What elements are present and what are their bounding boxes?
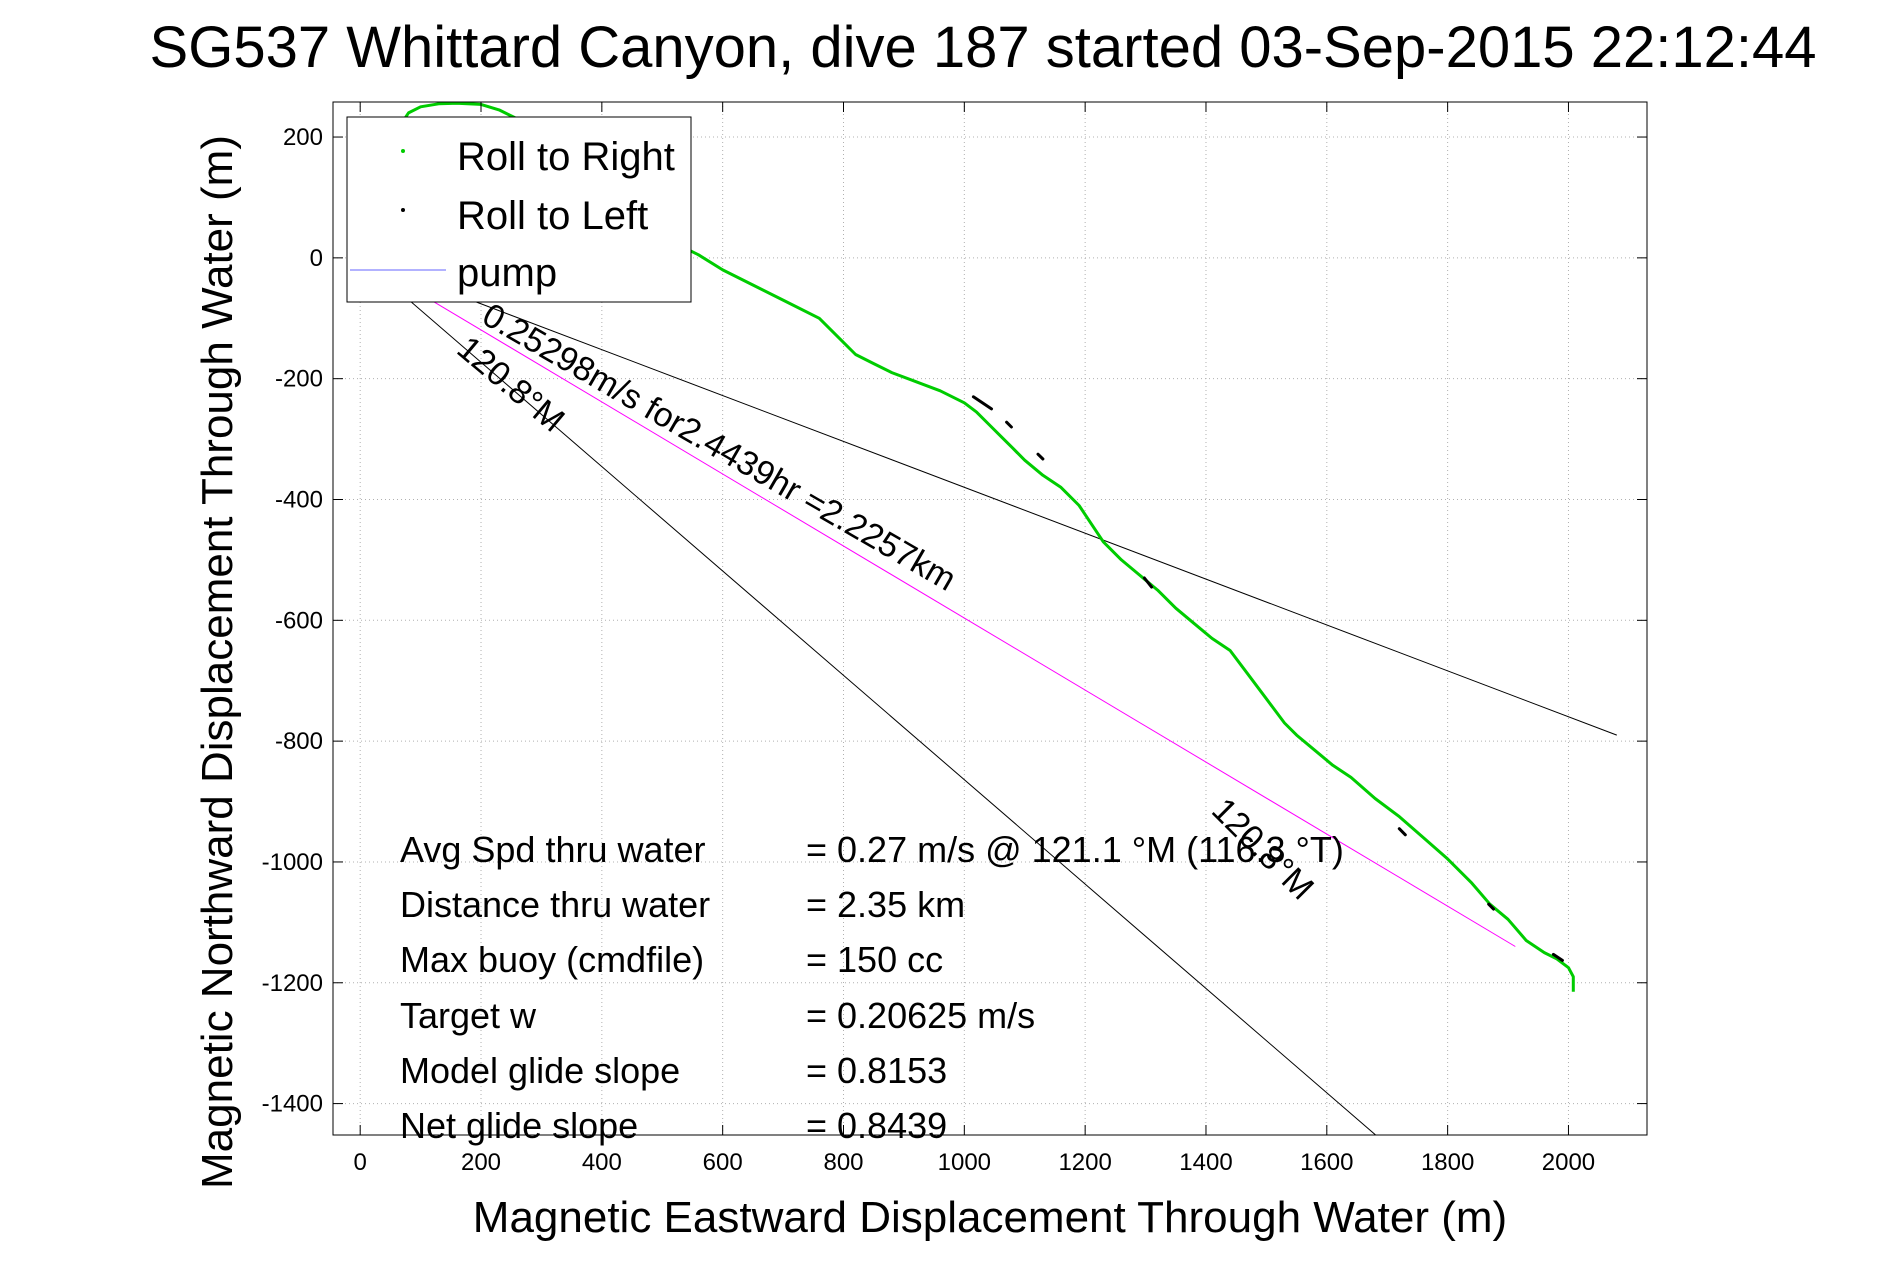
x-tick-label: 0 (354, 1149, 367, 1176)
stat-value-net-glide: = 0.8439 (806, 1105, 947, 1146)
plot-lines (359, 102, 1617, 1135)
y-tick-label: -800 (275, 728, 323, 755)
stat-value-model-glide: = 0.8153 (806, 1050, 947, 1091)
series-average-course (359, 257, 1516, 947)
series-roll-to-left (1487, 902, 1495, 911)
x-tick-label: 600 (703, 1149, 743, 1176)
stat-value-avg-speed: = 0.27 m/s @ 121.1 °M (116.3 °T) (806, 829, 1344, 870)
stats-block: Avg Spd thru water = 0.27 m/s @ 121.1 °M… (400, 829, 1344, 1146)
y-tick-label: -200 (275, 366, 323, 393)
stat-label-avg-speed: Avg Spd thru water (400, 829, 706, 870)
x-tick-label: 400 (582, 1149, 622, 1176)
x-tick-label: 1800 (1421, 1149, 1474, 1176)
series-roll-to-left (1005, 420, 1013, 429)
y-tick-label: -1000 (262, 849, 323, 876)
y-axis-label: Magnetic Northward Displacement Through … (193, 135, 242, 1189)
stat-value-target-w: = 0.20625 m/s (806, 995, 1035, 1036)
y-tick-label: -600 (275, 607, 323, 634)
plot-frame (332, 101, 1648, 1136)
series-heading-bound-2 (359, 257, 1377, 1135)
x-tick-label: 1000 (938, 1149, 991, 1176)
stat-label-max-buoy: Max buoy (cmdfile) (400, 939, 704, 980)
y-tick-label: -400 (275, 486, 323, 513)
x-tick-label: 1600 (1300, 1149, 1353, 1176)
legend-marker-roll-left (401, 208, 405, 212)
stat-label-target-w: Target w (400, 995, 537, 1036)
series-roll-to-left (1142, 576, 1154, 589)
x-tick-label: 1400 (1179, 1149, 1232, 1176)
stat-value-distance: = 2.35 km (806, 884, 965, 925)
x-tick-label: 1200 (1058, 1149, 1111, 1176)
legend-label-roll-right: Roll to Right (457, 135, 675, 179)
legend: Roll to Right Roll to Left pump (346, 116, 692, 303)
x-axis-label: Magnetic Eastward Displacement Through W… (473, 1193, 1507, 1242)
series-roll-to-left (1036, 452, 1045, 461)
stat-label-net-glide: Net glide slope (400, 1105, 638, 1146)
series-roll-to-left (1551, 952, 1564, 962)
series-roll-to-left (971, 395, 993, 411)
x-tick-label: 800 (823, 1149, 863, 1176)
series-roll-to-left (1397, 827, 1407, 837)
series-heading-bound-1 (360, 257, 1617, 736)
axis-ticks: 0 200 400 600 800 1000 1200 1400 1600 1800 2000200… (262, 102, 1647, 1176)
chart-title: SG537 Whittard Canyon, dive 187 started … (150, 15, 1817, 80)
legend-label-pump: pump (457, 251, 557, 295)
stat-label-distance: Distance thru water (400, 884, 710, 925)
stat-value-max-buoy: = 150 cc (806, 939, 943, 980)
course-label: 0.25298m/s for2.4439hr =2.2257km (476, 296, 962, 599)
stat-label-model-glide: Model glide slope (400, 1050, 680, 1091)
x-tick-label: 2000 (1542, 1149, 1595, 1176)
y-tick-label: 200 (283, 124, 323, 151)
y-tick-label: 0 (310, 245, 323, 272)
legend-label-roll-left: Roll to Left (457, 194, 648, 238)
legend-marker-roll-right (401, 149, 405, 153)
y-tick-label: -1400 (262, 1091, 323, 1118)
x-tick-label: 200 (461, 1149, 501, 1176)
y-tick-label: -1200 (262, 970, 323, 997)
